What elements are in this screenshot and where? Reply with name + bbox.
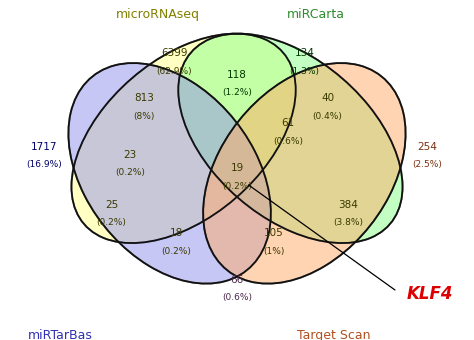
Text: 118: 118 bbox=[227, 70, 247, 80]
Text: 134: 134 bbox=[294, 48, 314, 58]
Text: (1.3%): (1.3%) bbox=[289, 67, 319, 76]
Text: KLF4: KLF4 bbox=[407, 285, 453, 303]
Text: microRNAseq: microRNAseq bbox=[116, 8, 200, 21]
Text: 105: 105 bbox=[264, 228, 284, 238]
Text: (0.6%): (0.6%) bbox=[273, 137, 303, 146]
Ellipse shape bbox=[72, 34, 296, 243]
Text: 254: 254 bbox=[418, 142, 438, 152]
Text: 40: 40 bbox=[321, 94, 334, 103]
Text: (0.2%): (0.2%) bbox=[115, 168, 145, 177]
Text: Target Scan: Target Scan bbox=[297, 329, 371, 340]
Text: 6399: 6399 bbox=[161, 48, 188, 58]
Text: (3.8%): (3.8%) bbox=[334, 218, 364, 227]
Text: (8%): (8%) bbox=[133, 112, 155, 121]
Text: 19: 19 bbox=[230, 163, 244, 173]
Text: miRCarta: miRCarta bbox=[287, 8, 345, 21]
Text: 66: 66 bbox=[230, 275, 244, 285]
Text: 61: 61 bbox=[282, 118, 295, 128]
Text: (62.9%): (62.9%) bbox=[156, 67, 192, 76]
Ellipse shape bbox=[203, 63, 406, 284]
Text: miRTarBas: miRTarBas bbox=[28, 329, 93, 340]
Text: 23: 23 bbox=[124, 150, 137, 160]
Text: 813: 813 bbox=[134, 94, 154, 103]
Text: (0.2%): (0.2%) bbox=[162, 246, 191, 256]
Text: (1.2%): (1.2%) bbox=[222, 88, 252, 97]
Text: (0.4%): (0.4%) bbox=[313, 112, 343, 121]
Text: (2.5%): (2.5%) bbox=[412, 160, 442, 169]
Text: 384: 384 bbox=[338, 200, 358, 210]
Text: 1717: 1717 bbox=[31, 142, 57, 152]
Text: (0.2%): (0.2%) bbox=[222, 182, 252, 191]
Text: (0.6%): (0.6%) bbox=[222, 293, 252, 302]
Text: (16.9%): (16.9%) bbox=[27, 160, 62, 169]
Text: 18: 18 bbox=[170, 228, 183, 238]
Ellipse shape bbox=[68, 63, 271, 284]
Text: (1%): (1%) bbox=[264, 246, 285, 256]
Text: 25: 25 bbox=[105, 200, 118, 210]
Text: (0.2%): (0.2%) bbox=[97, 218, 127, 227]
Ellipse shape bbox=[178, 34, 402, 243]
